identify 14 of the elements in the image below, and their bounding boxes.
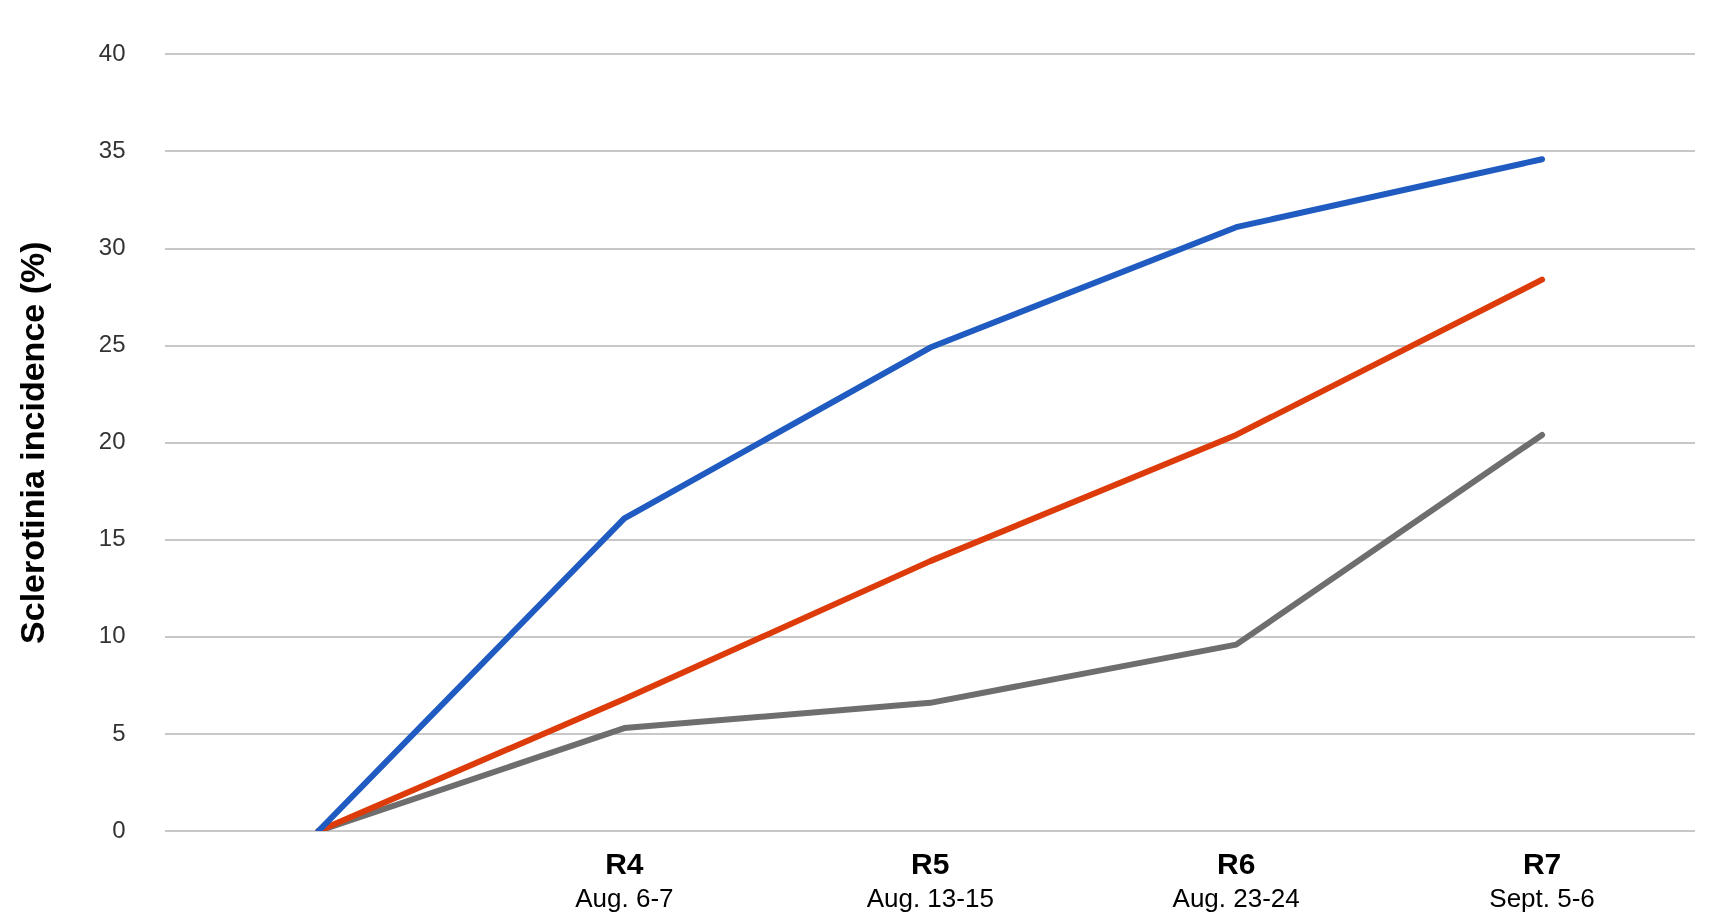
y-tick-label: 35 bbox=[98, 136, 126, 164]
y-tick-label: 5 bbox=[112, 718, 126, 746]
y-axis-title: Sclerotinia incidence (%) bbox=[12, 241, 51, 644]
y-tick-label: 30 bbox=[98, 233, 126, 261]
x-tick-label: R5 Aug. 13-15 bbox=[866, 847, 994, 914]
y-tick-label: 0 bbox=[112, 815, 126, 843]
x-tick-label: R6 Aug. 23-24 bbox=[1172, 847, 1300, 914]
x-tick-label: R4 Aug. 6-7 bbox=[575, 847, 674, 914]
y-tick-label: 10 bbox=[98, 621, 126, 649]
y-tick-label: 25 bbox=[98, 330, 126, 358]
y-tick-label: 40 bbox=[98, 39, 126, 67]
y-tick-label: 20 bbox=[98, 427, 126, 455]
x-tick-label: R7 Sept. 5-6 bbox=[1489, 847, 1595, 914]
y-tick-label: 15 bbox=[98, 524, 126, 552]
